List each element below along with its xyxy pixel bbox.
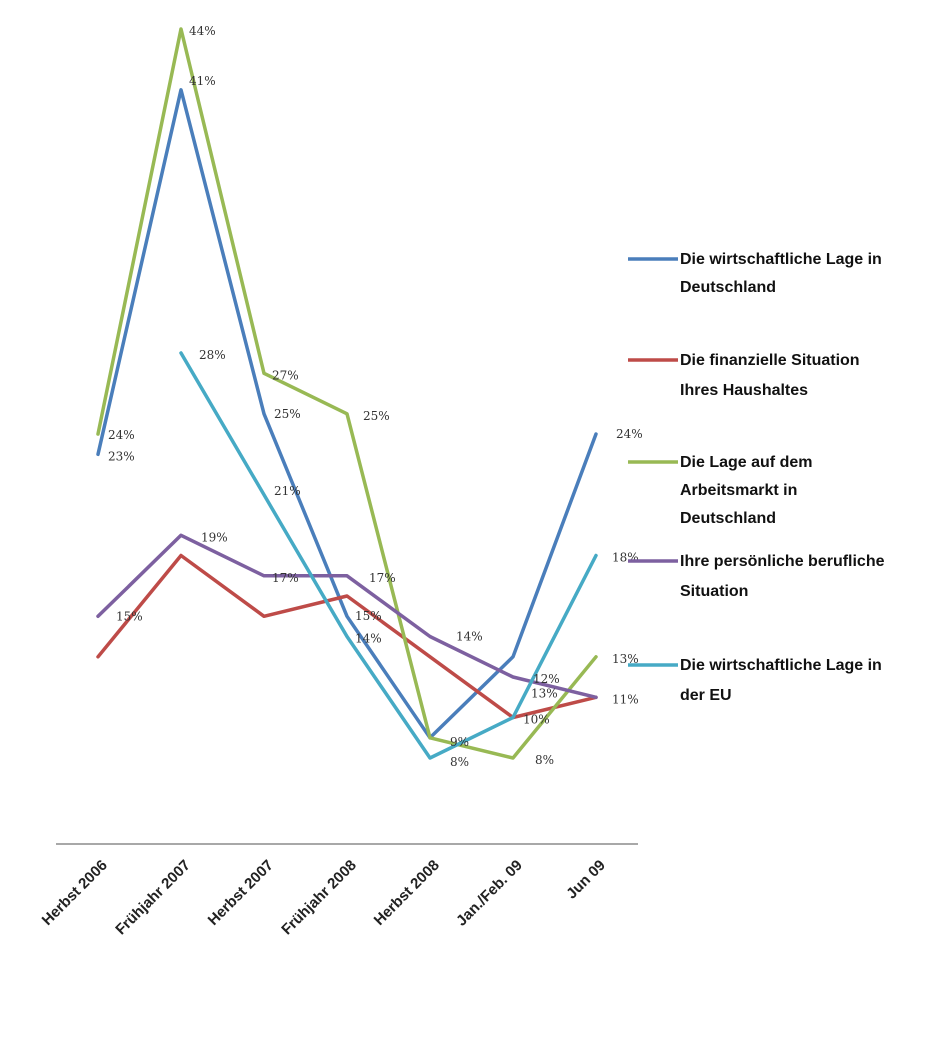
data-label: 14% bbox=[456, 630, 483, 644]
data-label: 14% bbox=[355, 631, 382, 645]
data-label: 28% bbox=[199, 348, 226, 362]
x-tick-label: Jun 09 bbox=[563, 857, 609, 903]
data-label: 25% bbox=[274, 407, 301, 421]
legend-entry-5: Die wirtschaftliche Lage in der EU bbox=[680, 657, 882, 704]
data-label: 13% bbox=[531, 687, 558, 701]
data-label: 10% bbox=[523, 713, 550, 727]
data-label: 11% bbox=[612, 692, 639, 706]
data-label: 15% bbox=[116, 609, 143, 623]
data-label: 19% bbox=[201, 530, 228, 544]
x-tick-label: Frühjahr 2007 bbox=[112, 857, 194, 939]
x-tick-label: Herbst 2006 bbox=[39, 857, 111, 929]
data-label: 13% bbox=[612, 652, 639, 666]
legend-entry-2: Die finanzielle Situation Ihres Haushalte… bbox=[680, 352, 860, 399]
data-label: 41% bbox=[189, 74, 216, 88]
series-line-5 bbox=[179, 351, 598, 760]
data-label: 15% bbox=[355, 609, 382, 623]
data-label: 12% bbox=[533, 672, 560, 686]
data-label: 17% bbox=[272, 571, 299, 585]
data-label: 8% bbox=[450, 755, 469, 769]
legend-entry-4: Ihre persönliche berufliche Situation bbox=[680, 553, 885, 600]
series-line-3 bbox=[96, 27, 598, 760]
data-label: 24% bbox=[616, 427, 643, 441]
x-tick-label: Herbst 2008 bbox=[371, 857, 443, 929]
data-label: 17% bbox=[369, 571, 396, 585]
x-tick-label: Frühjahr 2008 bbox=[278, 857, 360, 939]
series-line-1 bbox=[96, 88, 598, 740]
data-label: 8% bbox=[535, 753, 554, 767]
data-label: 23% bbox=[108, 449, 135, 463]
series-layer bbox=[96, 27, 598, 760]
data-label: 27% bbox=[272, 368, 299, 382]
x-tick-label: Herbst 2007 bbox=[205, 857, 277, 929]
legend: Die wirtschaftliche Lage in Deutschland Di… bbox=[628, 251, 885, 704]
x-tick-labels: Herbst 2006 Frühjahr 2007 Herbst 2007 Frühj… bbox=[39, 857, 609, 939]
data-label: 21% bbox=[274, 484, 301, 498]
data-label-layer: 23% 41% 25% 14% 9% 24% 15% 10% 24% 44% 27% 25% 8% 13%… bbox=[108, 24, 643, 769]
data-label: 44% bbox=[189, 24, 216, 38]
data-label: 24% bbox=[108, 428, 135, 442]
series-line-4 bbox=[96, 533, 598, 700]
x-tick-label: Jan./Feb. 09 bbox=[453, 857, 526, 930]
data-label: 25% bbox=[363, 409, 390, 423]
data-label: 9% bbox=[450, 735, 469, 749]
legend-entry-1: Die wirtschaftliche Lage in Deutschland bbox=[680, 251, 882, 296]
legend-entry-3: Die Lage auf dem Arbeitsmarkt in Deutschla… bbox=[680, 454, 812, 527]
